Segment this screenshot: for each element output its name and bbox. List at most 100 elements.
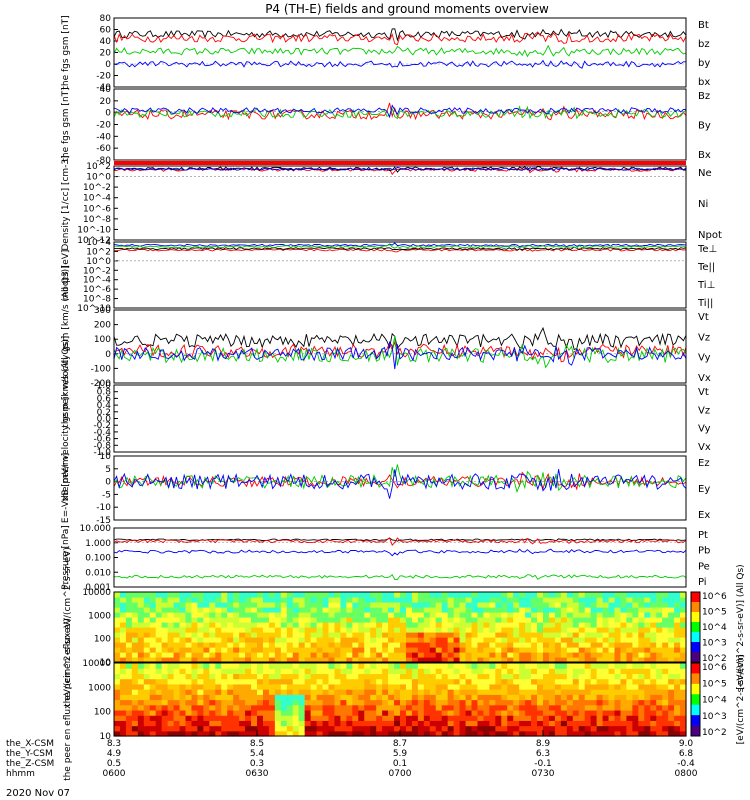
spectrogram-cell <box>340 632 347 638</box>
spectrogram-cell <box>268 663 276 669</box>
spectrogram-cell <box>554 642 562 648</box>
spectrogram-cell <box>519 668 526 675</box>
spectrogram-cell <box>423 627 431 633</box>
spectrogram-cell <box>596 720 604 727</box>
spectrogram-cell <box>680 602 687 608</box>
spectrogram-cell <box>215 668 222 675</box>
spectrogram-cell <box>221 597 228 603</box>
spectrogram-cell <box>262 704 270 711</box>
spectrogram-cell <box>447 689 455 695</box>
spectrogram-cell <box>203 622 210 628</box>
spectrogram-cell <box>429 678 437 685</box>
colorbar-tick-label: 10^3 <box>702 712 727 722</box>
spectrogram-cell <box>400 704 407 711</box>
spectrogram-cell <box>680 607 687 613</box>
spectrogram-cell <box>143 689 151 695</box>
spectrogram-cell <box>334 663 342 669</box>
spectrogram-cell <box>525 683 532 690</box>
spectrogram-cell <box>394 730 401 737</box>
spectrogram-cell <box>286 704 294 711</box>
spectrogram-cell <box>203 689 210 695</box>
spectrogram-cell <box>245 652 252 658</box>
spectrogram-cell <box>674 602 681 608</box>
spectrogram-cell <box>447 694 455 701</box>
spectrogram-cell <box>191 715 199 721</box>
spectrogram-cell <box>316 642 324 648</box>
spectrogram-cell <box>376 617 383 623</box>
spectrogram-cell <box>257 642 264 648</box>
spectrogram-cell <box>578 673 586 680</box>
spectrogram-cell <box>179 602 187 608</box>
spectrogram-cell <box>465 709 473 716</box>
spectrogram-cell <box>447 592 455 598</box>
spectrogram-cell <box>310 642 318 648</box>
spectrogram-cell <box>173 709 181 716</box>
spectrogram-cell <box>441 678 449 685</box>
spectrogram-cell <box>548 689 556 695</box>
spectrogram-cell <box>489 715 496 721</box>
spectrogram-cell <box>137 617 145 623</box>
spectrogram-cell <box>584 602 592 608</box>
spectrogram-cell <box>501 627 508 633</box>
spectrogram-cell <box>179 689 187 695</box>
spectrogram-cell <box>453 642 461 648</box>
spectrogram-cell <box>114 663 121 669</box>
spectrogram-cell <box>644 730 651 737</box>
spectrogram-cell <box>513 652 520 658</box>
spectrogram-cell <box>131 647 139 653</box>
spectrogram-cell <box>435 704 443 711</box>
spectrogram-cell <box>227 673 234 680</box>
spectrogram-cell <box>453 663 461 669</box>
x-axis-row-value: 6.8 <box>679 749 694 759</box>
y-tick-label: 20 <box>100 97 112 107</box>
spectrogram-cell <box>137 647 145 653</box>
spectrogram-cell <box>185 632 193 638</box>
spectrogram-cell <box>465 699 473 706</box>
spectrogram-cell <box>537 627 544 633</box>
spectrogram-cell <box>328 730 336 737</box>
colorbar-tick-label: 10^4 <box>702 623 727 633</box>
spectrogram-cell <box>596 715 604 721</box>
spectrogram-cell <box>560 663 568 669</box>
spectrogram-cell <box>650 668 657 675</box>
spectrogram-cell <box>191 622 199 628</box>
spectrogram-cell <box>209 694 216 701</box>
spectrogram-cell <box>674 709 681 716</box>
spectrogram-cell <box>614 678 622 685</box>
spectrogram-cell <box>125 699 133 706</box>
spectrogram-cell <box>501 668 508 675</box>
spectrogram-cell <box>340 647 347 653</box>
spectrogram-cell <box>501 597 508 603</box>
spectrogram-cell <box>209 612 216 618</box>
spectrogram-cell <box>513 668 520 675</box>
spectrogram-cell <box>477 607 485 613</box>
spectrogram-cell <box>560 647 568 653</box>
legend-entry: Vx <box>698 442 711 453</box>
spectrogram-cell <box>286 607 294 613</box>
spectrogram-cell <box>340 607 347 613</box>
panel-frame <box>113 88 687 161</box>
spectrogram-cell <box>239 617 246 623</box>
spectrogram-cell <box>173 699 181 706</box>
spectrogram-cell <box>417 622 425 628</box>
spectrogram-cell <box>501 689 508 695</box>
spectrogram-cell <box>340 622 347 628</box>
panel-frame <box>113 17 687 88</box>
spectrogram-cell <box>447 668 455 675</box>
spectrogram-cell <box>519 657 526 663</box>
spectrogram-cell <box>507 678 514 685</box>
spectrogram-cell <box>304 597 312 603</box>
spectrogram-cell <box>400 597 407 603</box>
spectrogram-cell <box>155 668 163 675</box>
spectrogram-cell <box>316 602 324 608</box>
spectrogram-cell <box>662 597 669 603</box>
spectrogram-cell <box>179 663 187 669</box>
spectrogram-cell <box>596 657 604 663</box>
spectrogram-cell <box>650 673 657 680</box>
spectrogram-cell <box>590 657 598 663</box>
colorbar-segment <box>691 652 700 663</box>
spectrogram-cell <box>167 694 175 701</box>
spectrogram-cell <box>429 663 437 669</box>
spectrogram-cell <box>191 725 199 732</box>
spectrogram-cell <box>370 597 377 603</box>
